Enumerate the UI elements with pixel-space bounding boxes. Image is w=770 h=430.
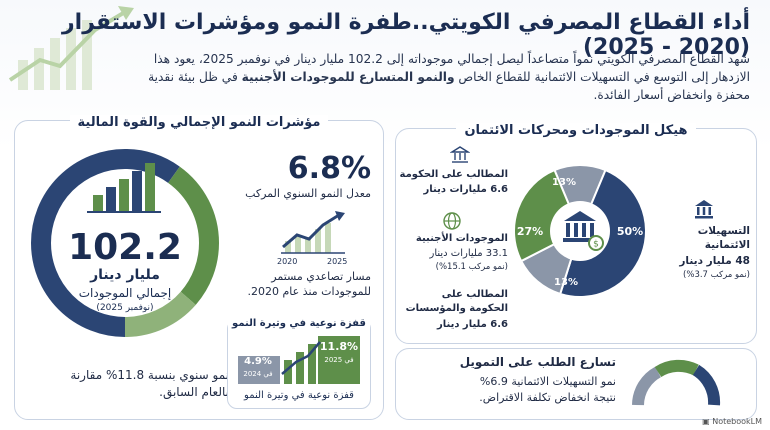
pct-gov-bottom: 13% <box>554 277 578 288</box>
growth-jump-bars <box>238 336 360 384</box>
financing-demand-line-1: نمو التسهيلات الائتمانية 6.9% <box>479 375 616 388</box>
jump-old-year: في 2024 <box>243 370 273 378</box>
trend-note: مسار تصاعدي مستمر للموجودات منذ عام 2020… <box>221 269 371 299</box>
jump-old-value: 4.9% <box>244 356 272 367</box>
svg-text:$: $ <box>593 240 599 250</box>
government-building-icon <box>450 146 470 163</box>
bar-chart-icon <box>87 163 161 213</box>
intro-text-end: في ظل بيئة نقدية <box>148 70 242 84</box>
intro-text: الازدهار إلى التوسع في التسهيلات الائتما… <box>454 70 750 84</box>
intro-paragraph: شهد القطاع المصرفي الكويتي نمواً متصاعدا… <box>15 50 750 104</box>
credit-value: 48 مليار دينار <box>679 255 750 267</box>
total-assets-value: 102.2 <box>68 227 182 268</box>
trend-line-icon <box>281 211 345 254</box>
growth-card-heading: مؤشرات النمو الإجمالي والقوة المالية <box>15 111 383 130</box>
total-assets-label: إجمالي الموجودات <box>78 286 172 300</box>
jump-new-year: في 2025 <box>324 356 354 364</box>
growth-jump-heading-wrap: قفزة نوعية في وتيرة النمو <box>228 311 370 330</box>
credit-label-2: الائتمانية <box>704 239 750 251</box>
brand-footer: ▣ NotebookLM <box>702 417 762 426</box>
bank-icon: $ <box>563 211 604 251</box>
growth-jump-panel: قفزة نوعية في وتيرة النمو 4.9% في 2024 1… <box>227 318 371 409</box>
financing-gauge <box>632 359 721 406</box>
growth-indicators-card: مؤشرات النمو الإجمالي والقوة المالية 102… <box>14 115 384 420</box>
growth-card-title: مؤشرات النمو الإجمالي والقوة المالية <box>69 115 329 130</box>
growth-jump-heading: قفزة نوعية في وتيرة النمو <box>228 318 370 329</box>
financing-demand-card: تسارع الطلب على التمويل نمو التسهيلات ال… <box>395 348 757 420</box>
gov-claims-value: 6.6 مليارات دينار <box>423 184 508 195</box>
assets-card-title: هيكل الموجودات ومحركات الائتمان <box>456 123 696 138</box>
trend-year-end: 2025 <box>327 257 348 266</box>
gov-claims-label: المطالب على الحكومة <box>399 169 508 180</box>
intro-emphasis: والنمو المتسارع للموجودات الأجنبية <box>241 70 455 84</box>
donut-hole <box>550 201 610 261</box>
intro-line-2: الازدهار إلى التوسع في التسهيلات الائتما… <box>15 68 750 86</box>
pct-credit: 50% <box>617 225 643 238</box>
growth-arrow-decoration-icon <box>8 6 134 90</box>
jump-new-value: 11.8% <box>319 340 359 353</box>
financing-demand-heading: تسارع الطلب على التمويل <box>459 355 616 369</box>
intro-line-1: شهد القطاع المصرفي الكويتي نمواً متصاعدا… <box>153 52 750 66</box>
brand-name: NotebookLM <box>712 417 762 426</box>
foreign-assets-cagr: (نمو مركب 15.1%) <box>435 262 508 272</box>
foreign-assets-label: الموجودات الأجنبية <box>415 233 508 244</box>
globe-icon <box>443 212 461 230</box>
annual-growth-line-1: نمو سنوي بنسبة 11.8% مقارنة <box>70 368 229 382</box>
pct-gov-top: 13% <box>552 177 576 188</box>
trend-year-start: 2020 <box>277 257 298 266</box>
inst-claims-value: 6.6 مليار دينار <box>436 319 508 330</box>
assets-structure-card: هيكل الموجودات ومحركات الائتمان $ 50% 27… <box>395 123 757 344</box>
total-assets-ring <box>31 149 219 337</box>
annual-growth-note: نمو سنوي بنسبة 11.8% مقارنة بالعام الساب… <box>29 367 229 401</box>
financing-demand-line-2: نتيجة انخفاض تكلفة الاقتراض. <box>479 391 616 404</box>
credit-cagr: (نمو مركب 3.7%) <box>683 270 750 280</box>
total-assets-date: (نوفمبر 2025) <box>96 303 154 313</box>
trend-note-line-2: للموجودات منذ عام 2020. <box>247 285 371 298</box>
total-assets-unit: مليار دينار <box>90 267 160 283</box>
intro-line-3: محفزة وانخفاض أسعار الفائدة. <box>593 88 750 102</box>
assets-card-heading: هيكل الموجودات ومحركات الائتمان <box>396 119 756 138</box>
annual-growth-line-2: بالعام السابق. <box>159 385 229 399</box>
brand-icon: ▣ <box>702 417 713 426</box>
assets-donut-chart: $ 50% 27% 13% 13% <box>513 164 647 298</box>
inst-claims-label-1: المطالب على <box>441 289 508 300</box>
page-title: أداء القطاع المصرفي الكويتي..طفرة النمو … <box>62 10 750 60</box>
bank-small-icon <box>695 200 713 219</box>
trend-note-line-1: مسار تصاعدي مستمر <box>271 270 371 283</box>
inst-claims-label-2: الحكومة والمؤسسات <box>405 303 508 314</box>
foreign-assets-value: 33.1 مليارات دينار <box>429 248 508 259</box>
cagr-label: معدل النمو السنوي المركب <box>245 187 371 200</box>
cagr-value: 6.8% <box>287 151 371 186</box>
credit-label-1: التسهيلات <box>697 225 750 237</box>
pct-foreign: 27% <box>517 225 543 238</box>
growth-jump-footer: قفزة نوعية في وتيرة النمو <box>244 390 354 401</box>
